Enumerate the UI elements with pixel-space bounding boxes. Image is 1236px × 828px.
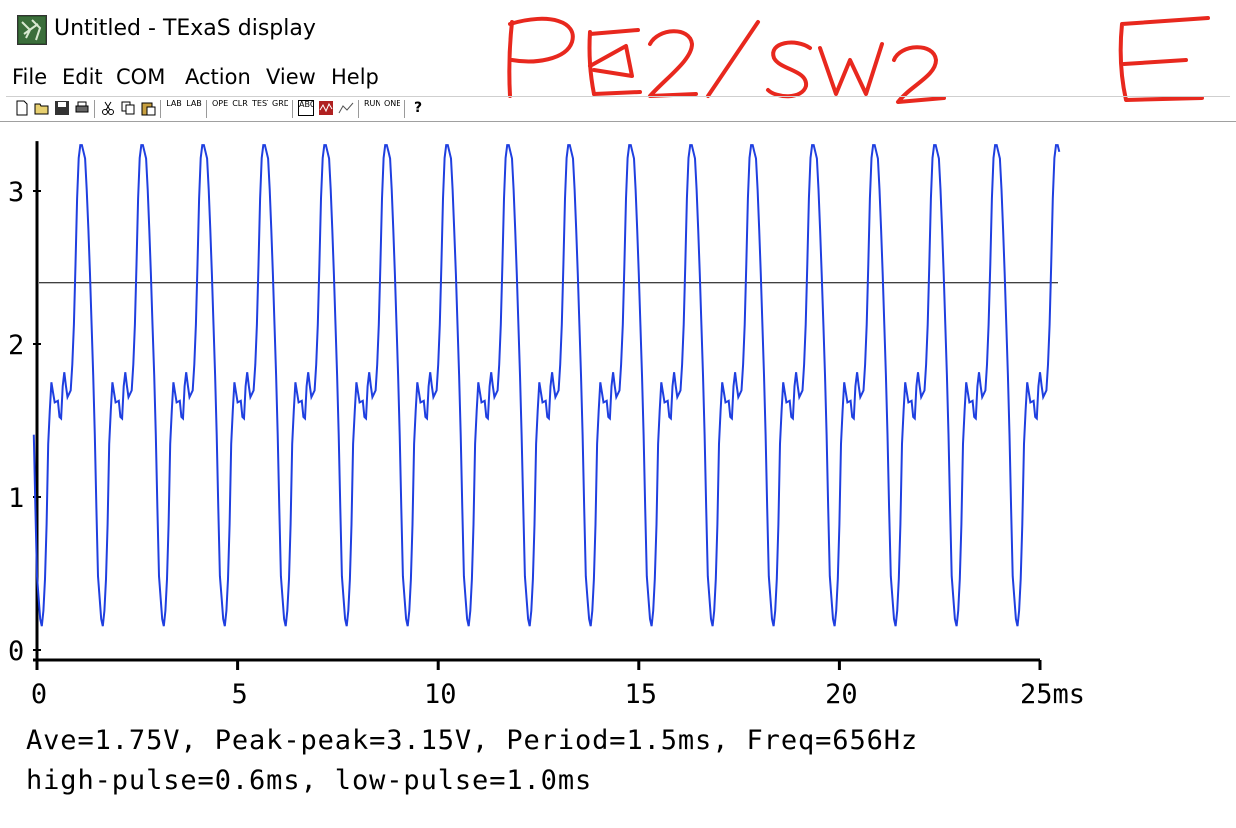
save-icon[interactable] [54, 100, 70, 116]
menu-view[interactable]: View [266, 65, 316, 89]
lab-icon[interactable]: LAB [166, 100, 182, 108]
stats-line-2: high-pulse=0.6ms, low-pulse=1.0ms [26, 765, 593, 796]
x-tick-label: 15 [625, 679, 658, 710]
texas-app-icon[interactable] [17, 15, 47, 45]
x-tick-label: 0 [31, 679, 47, 710]
toolbar: LAB LAB OPEN CLR TEST GRD ABC RUN ONE ? [6, 96, 1230, 121]
copy-icon[interactable] [120, 100, 136, 116]
menu-edit[interactable]: Edit [62, 65, 103, 89]
toolbar-separator [404, 100, 405, 118]
grade-icon[interactable]: GRD [272, 100, 288, 108]
print-icon[interactable] [74, 100, 90, 116]
cut-icon[interactable] [100, 100, 116, 116]
oscilloscope-plot: 0 5 10 15 20 25ms 0 1 2 3 [8, 141, 1085, 710]
help-icon[interactable]: ? [413, 100, 423, 116]
new-file-icon[interactable] [14, 100, 30, 116]
open-folder-icon[interactable] [34, 100, 50, 116]
abc-icon[interactable]: ABC [298, 100, 314, 116]
waveform-trace [32, 144, 1061, 627]
one-icon[interactable]: ONE [384, 100, 400, 108]
toolbar-separator [160, 100, 161, 118]
toolbar-separator [206, 100, 207, 118]
window-title: Untitled - TExaS display [54, 16, 316, 41]
x-tick-label: 10 [424, 679, 457, 710]
chart-icon[interactable] [338, 100, 354, 116]
toolbar-divider [0, 121, 1236, 122]
x-tick-label: 5 [231, 679, 247, 710]
menu-bar: File Edit COM Action View Help [0, 62, 520, 94]
menu-com[interactable]: COM [116, 65, 166, 89]
x-tick-label: 25ms [1020, 679, 1085, 710]
menu-help[interactable]: Help [331, 65, 379, 89]
lab-icon[interactable]: LAB [186, 100, 202, 108]
test-icon[interactable]: TEST [252, 100, 268, 108]
scope-icon[interactable] [318, 100, 334, 116]
y-tick-label: 0 [8, 636, 24, 667]
annotation-text-e [1118, 16, 1210, 102]
y-tick-label: 1 [8, 483, 24, 514]
toolbar-separator [292, 100, 293, 118]
toolbar-separator [358, 100, 359, 118]
y-tick-label: 3 [8, 177, 24, 208]
paste-icon[interactable] [140, 100, 156, 116]
y-tick-label: 2 [8, 330, 24, 361]
menu-action[interactable]: Action [185, 65, 251, 89]
clear-icon[interactable]: CLR [232, 100, 248, 108]
toolbar-separator [94, 100, 95, 118]
x-tick-label: 20 [825, 679, 858, 710]
open-icon[interactable]: OPEN [212, 100, 228, 108]
handwritten-annotation [507, 16, 1210, 104]
annotation-text-pe2-sw2 [507, 16, 946, 104]
menu-file[interactable]: File [12, 65, 48, 89]
stats-line-1: Ave=1.75V, Peak-peak=3.15V, Period=1.5ms… [26, 725, 919, 756]
run-stop-icon[interactable]: RUN [364, 100, 380, 108]
